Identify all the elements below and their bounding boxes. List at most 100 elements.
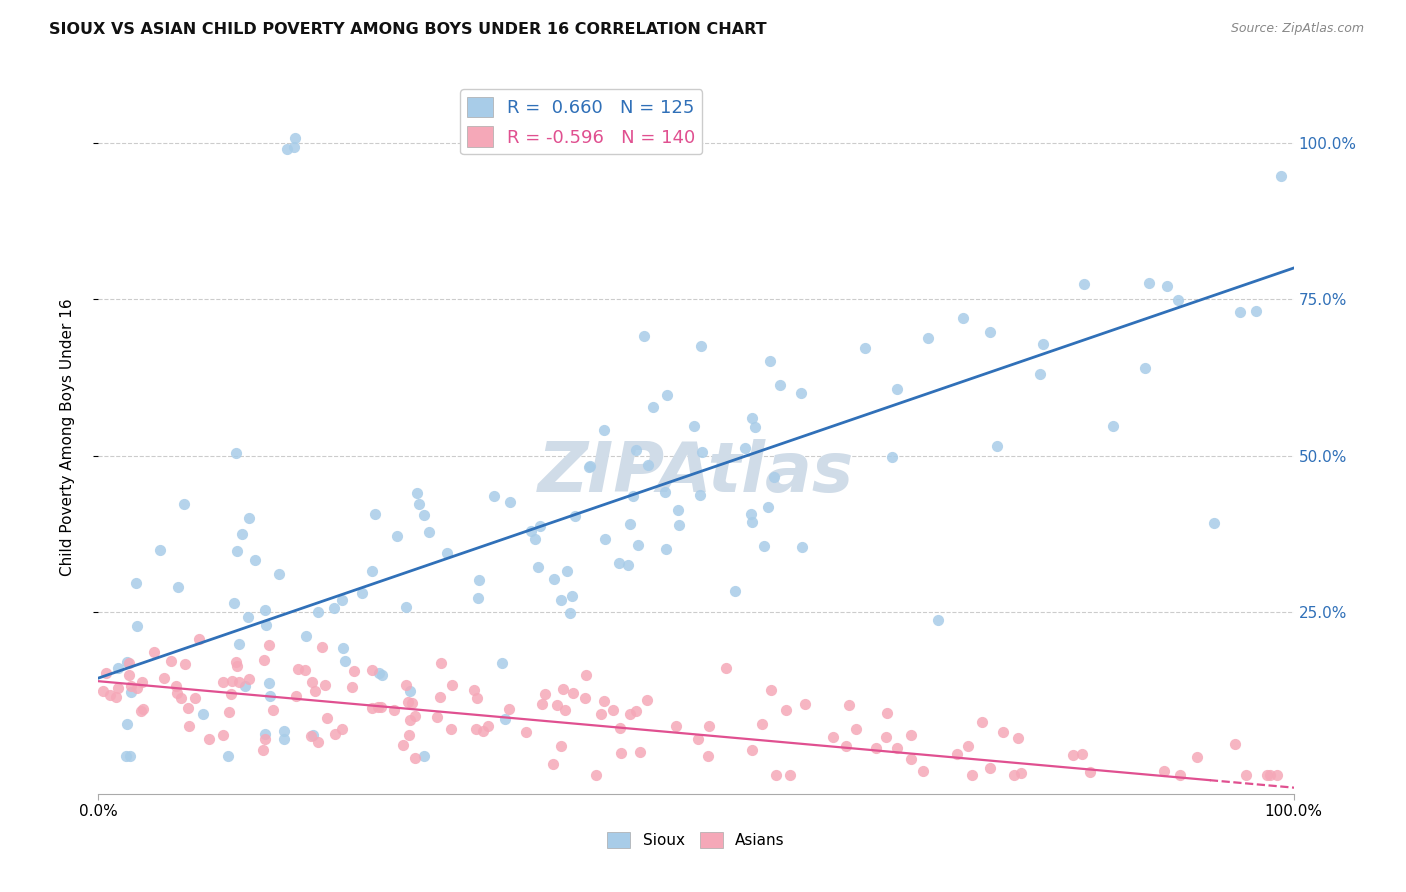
Point [792, 540, 814, 554]
Point [371, 668, 394, 682]
Point [364, 507, 387, 521]
Point [225, 544, 247, 558]
Point [564, 508, 586, 523]
Text: SIOUX VS ASIAN CHILD POVERTY AMONG BOYS UNDER 16 CORRELATION CHART: SIOUX VS ASIAN CHILD POVERTY AMONG BOYS … [49, 22, 766, 37]
Point [392, 738, 415, 752]
Point [740, 508, 762, 522]
Point [169, 690, 191, 705]
Point [972, 715, 994, 730]
Point [624, 442, 647, 457]
Point [886, 740, 908, 755]
Point [1102, 418, 1125, 433]
Point [619, 707, 641, 722]
Point [1073, 277, 1095, 292]
Point [361, 700, 384, 714]
Point [641, 400, 664, 414]
Point [741, 743, 763, 757]
Point [657, 388, 679, 402]
Point [413, 749, 436, 764]
Point [333, 654, 356, 668]
Point [387, 529, 409, 543]
Point [273, 731, 295, 746]
Point [498, 702, 520, 716]
Point [404, 709, 426, 723]
Point [259, 690, 281, 704]
Point [823, 731, 845, 745]
Point [1258, 768, 1281, 782]
Point [853, 341, 876, 355]
Point [177, 719, 200, 733]
Point [165, 679, 187, 693]
Point [276, 142, 298, 156]
Point [173, 497, 195, 511]
Point [307, 605, 329, 619]
Point [575, 668, 598, 682]
Point [399, 683, 422, 698]
Point [152, 671, 174, 685]
Point [756, 500, 779, 515]
Point [212, 728, 235, 742]
Point [775, 703, 797, 717]
Point [477, 719, 499, 733]
Point [238, 510, 260, 524]
Point [1185, 750, 1208, 764]
Point [741, 411, 763, 425]
Point [225, 658, 247, 673]
Point [665, 719, 688, 733]
Point [217, 749, 239, 764]
Point [960, 768, 983, 782]
Point [993, 725, 1015, 739]
Point [254, 602, 277, 616]
Point [301, 675, 323, 690]
Point [228, 675, 250, 690]
Point [118, 656, 141, 670]
Point [741, 515, 763, 529]
Point [231, 526, 253, 541]
Point [304, 684, 326, 698]
Point [302, 728, 325, 742]
Point [1223, 737, 1246, 751]
Point [697, 719, 720, 733]
Point [323, 600, 346, 615]
Point [546, 698, 568, 712]
Point [149, 543, 172, 558]
Point [865, 741, 887, 756]
Point [1071, 747, 1094, 761]
Point [273, 723, 295, 738]
Point [1265, 768, 1288, 782]
Text: ZIPAtlas: ZIPAtlas [538, 439, 853, 507]
Point [927, 613, 949, 627]
Point [498, 494, 520, 508]
Point [238, 672, 260, 686]
Point [917, 331, 939, 345]
Point [633, 329, 655, 343]
Point [619, 516, 641, 531]
Point [252, 743, 274, 757]
Point [1167, 293, 1189, 307]
Point [550, 739, 572, 753]
Point [683, 419, 706, 434]
Point [1153, 764, 1175, 779]
Point [900, 729, 922, 743]
Point [243, 553, 266, 567]
Point [464, 722, 486, 736]
Point [591, 706, 613, 721]
Point [283, 140, 305, 154]
Point [254, 732, 277, 747]
Point [467, 591, 489, 605]
Point [120, 685, 142, 699]
Point [332, 641, 354, 656]
Point [793, 697, 815, 711]
Point [979, 761, 1001, 775]
Point [769, 378, 792, 392]
Point [1080, 764, 1102, 779]
Point [404, 750, 426, 764]
Point [257, 638, 280, 652]
Point [426, 710, 449, 724]
Point [529, 519, 551, 533]
Point [224, 596, 246, 610]
Point [401, 697, 423, 711]
Point [367, 699, 389, 714]
Point [696, 749, 718, 764]
Point [166, 686, 188, 700]
